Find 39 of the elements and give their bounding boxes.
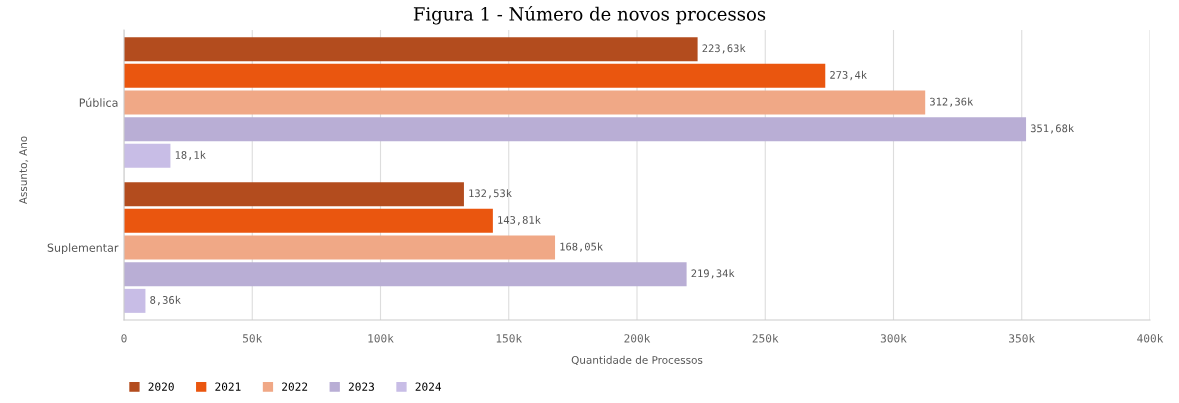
chart-title: Figura 1 - Número de novos processos	[413, 6, 766, 25]
bar	[124, 182, 464, 207]
x-tick-label: 200k	[624, 333, 651, 343]
bar	[124, 262, 687, 287]
bar	[124, 117, 1027, 142]
y-axis-title: Assunto, Ano	[19, 136, 29, 205]
bar	[124, 143, 171, 168]
x-tick-label: 300k	[880, 333, 907, 343]
data-label: 273,4k	[830, 70, 867, 81]
x-axis-title: Quantidade de Processos	[571, 355, 703, 366]
data-label: 351,68k	[1030, 124, 1074, 134]
legend-label: 2024	[415, 382, 442, 391]
x-tick-label: 100k	[368, 333, 394, 343]
x-tick-label: 0	[121, 334, 127, 343]
bar	[124, 90, 926, 115]
bar	[124, 208, 493, 233]
bar	[124, 63, 826, 88]
x-tick-label: 150k	[496, 333, 522, 343]
x-tick-label: 50k	[242, 333, 263, 343]
y-tick-label: Pública	[79, 97, 118, 107]
data-label: 219,34k	[691, 269, 735, 279]
x-tick-label: 250k	[752, 333, 779, 343]
data-label: 18,1k	[175, 150, 206, 161]
bar	[124, 235, 556, 260]
legend-label: 2022	[282, 382, 308, 391]
y-tick-label: Suplementar	[47, 243, 119, 255]
data-label: 132,53k	[469, 189, 512, 199]
legend-label: 2021	[215, 382, 241, 391]
legend-label: 2020	[148, 382, 174, 391]
data-label: 312,36k	[930, 97, 974, 107]
x-tick-label: 350k	[1009, 333, 1035, 343]
legend-label: 2023	[348, 382, 374, 391]
data-label: 143,81k	[498, 215, 541, 226]
bar	[124, 37, 698, 62]
data-label: 8,36k	[150, 295, 181, 306]
data-label: 168,05k	[560, 242, 603, 252]
x-tick-label: 400k	[1137, 333, 1164, 343]
data-label: 223,63k	[702, 44, 746, 54]
bar	[124, 288, 146, 313]
